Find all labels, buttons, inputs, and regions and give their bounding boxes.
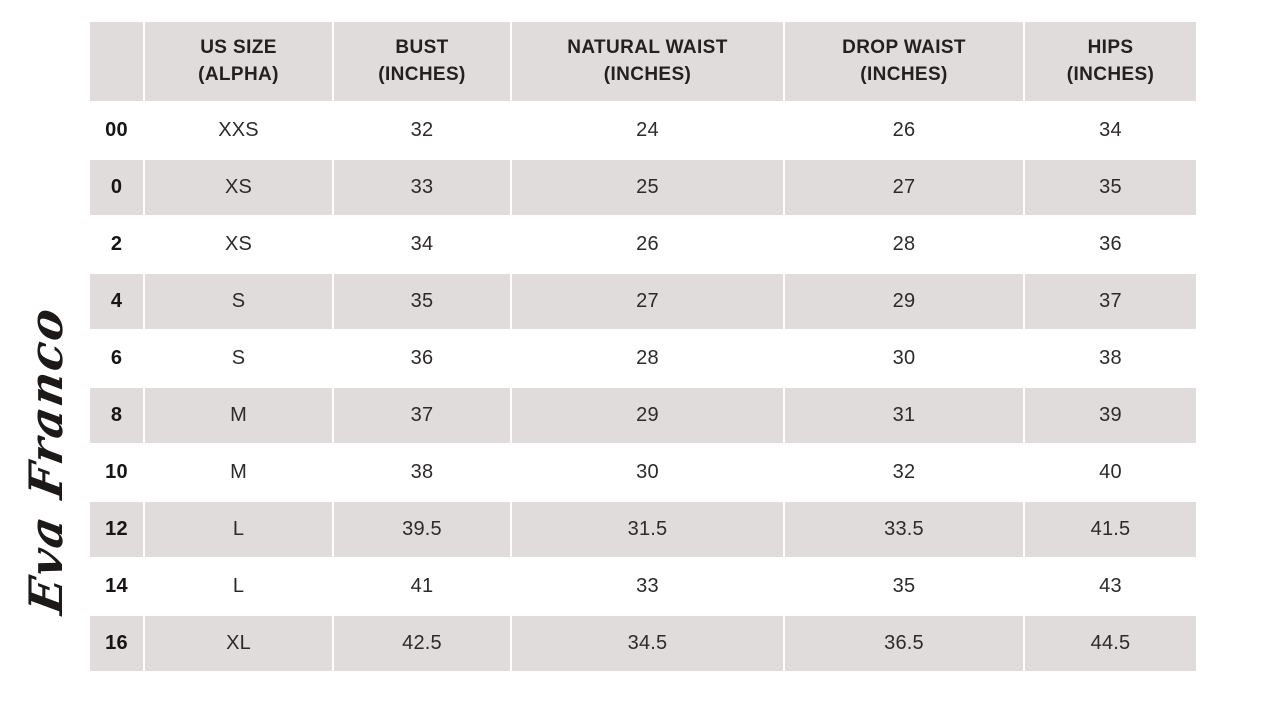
hips-cell: 38 [1023, 329, 1198, 388]
us-size-cell: 0 [88, 158, 145, 217]
brand-logo-text: Eva Franco [19, 302, 74, 618]
alpha-size-cell: S [143, 272, 334, 331]
us-size-cell: 14 [88, 557, 145, 616]
alpha-size-cell: XXS [143, 101, 334, 160]
natural-waist-cell: 34.5 [510, 614, 785, 673]
alpha-size-cell: XL [143, 614, 334, 673]
bust-cell: 42.5 [332, 614, 512, 673]
natural-waist-cell: 33 [510, 557, 785, 616]
hips-cell: 41.5 [1023, 500, 1198, 559]
natural-waist-cell: 29 [510, 386, 785, 445]
alpha-size-cell: M [143, 386, 334, 445]
bust-cell: 34 [332, 215, 512, 274]
bust-cell: 33 [332, 158, 512, 217]
us-size-cell: 16 [88, 614, 145, 673]
natural-waist-cell: 27 [510, 272, 785, 331]
table-row: 0 XS 33 25 27 35 [88, 158, 1198, 217]
us-size-cell: 10 [88, 443, 145, 502]
drop-waist-cell: 36.5 [783, 614, 1025, 673]
us-size-cell: 6 [88, 329, 145, 388]
alpha-size-cell: XS [143, 158, 334, 217]
alpha-size-cell: XS [143, 215, 334, 274]
column-header-bust: BUST (INCHES) [332, 20, 512, 103]
drop-waist-cell: 28 [783, 215, 1025, 274]
drop-waist-cell: 30 [783, 329, 1025, 388]
drop-waist-cell: 33.5 [783, 500, 1025, 559]
table-row: 4 S 35 27 29 37 [88, 272, 1198, 331]
alpha-size-cell: L [143, 500, 334, 559]
bust-cell: 38 [332, 443, 512, 502]
column-header-natural-waist: NATURAL WAIST (INCHES) [510, 20, 785, 103]
us-size-cell: 2 [88, 215, 145, 274]
table-row: 10 M 38 30 32 40 [88, 443, 1198, 502]
bust-cell: 37 [332, 386, 512, 445]
drop-waist-cell: 35 [783, 557, 1025, 616]
natural-waist-cell: 25 [510, 158, 785, 217]
drop-waist-cell: 29 [783, 272, 1025, 331]
hips-cell: 37 [1023, 272, 1198, 331]
bust-cell: 41 [332, 557, 512, 616]
alpha-size-cell: S [143, 329, 334, 388]
us-size-cell: 8 [88, 386, 145, 445]
hips-cell: 40 [1023, 443, 1198, 502]
table-row: 16 XL 42.5 34.5 36.5 44.5 [88, 614, 1198, 673]
us-size-cell: 00 [88, 101, 145, 160]
table-row: 8 M 37 29 31 39 [88, 386, 1198, 445]
us-size-cell: 12 [88, 500, 145, 559]
hips-cell: 43 [1023, 557, 1198, 616]
column-header-hips: HIPS (INCHES) [1023, 20, 1198, 103]
bust-cell: 36 [332, 329, 512, 388]
table-row: 2 XS 34 26 28 36 [88, 215, 1198, 274]
bust-cell: 39.5 [332, 500, 512, 559]
column-header-drop-waist: DROP WAIST (INCHES) [783, 20, 1025, 103]
column-header-us-size-alpha: US SIZE (ALPHA) [143, 20, 334, 103]
hips-cell: 36 [1023, 215, 1198, 274]
brand-logo: Eva Franco [0, 270, 92, 650]
drop-waist-cell: 31 [783, 386, 1025, 445]
table-row: 00 XXS 32 24 26 34 [88, 101, 1198, 160]
hips-cell: 39 [1023, 386, 1198, 445]
column-header-empty [88, 20, 145, 103]
table-row: 12 L 39.5 31.5 33.5 41.5 [88, 500, 1198, 559]
hips-cell: 44.5 [1023, 614, 1198, 673]
size-chart-table: US SIZE (ALPHA) BUST (INCHES) NATURAL WA… [88, 20, 1198, 673]
bust-cell: 32 [332, 101, 512, 160]
table-header-row: US SIZE (ALPHA) BUST (INCHES) NATURAL WA… [88, 20, 1198, 103]
drop-waist-cell: 27 [783, 158, 1025, 217]
us-size-cell: 4 [88, 272, 145, 331]
drop-waist-cell: 26 [783, 101, 1025, 160]
alpha-size-cell: L [143, 557, 334, 616]
natural-waist-cell: 24 [510, 101, 785, 160]
natural-waist-cell: 30 [510, 443, 785, 502]
bust-cell: 35 [332, 272, 512, 331]
table-row: 6 S 36 28 30 38 [88, 329, 1198, 388]
hips-cell: 35 [1023, 158, 1198, 217]
hips-cell: 34 [1023, 101, 1198, 160]
natural-waist-cell: 28 [510, 329, 785, 388]
natural-waist-cell: 26 [510, 215, 785, 274]
natural-waist-cell: 31.5 [510, 500, 785, 559]
table-row: 14 L 41 33 35 43 [88, 557, 1198, 616]
drop-waist-cell: 32 [783, 443, 1025, 502]
alpha-size-cell: M [143, 443, 334, 502]
